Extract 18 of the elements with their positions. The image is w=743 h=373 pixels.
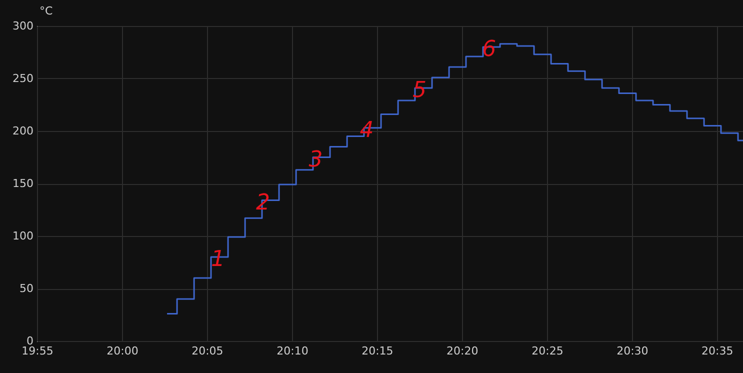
- y-tick-label: 100: [12, 230, 34, 242]
- y-tick-label: 50: [20, 282, 34, 295]
- annotation: 2: [256, 190, 270, 216]
- x-tick-label: 19:55: [22, 344, 54, 358]
- x-tick-label: 20:10: [276, 344, 308, 358]
- x-tick-label: 20:05: [192, 344, 224, 358]
- y-tick-label: 200: [12, 124, 34, 138]
- y-tick-label: 300: [12, 20, 34, 32]
- y-tick-label: 150: [12, 177, 34, 190]
- x-tick-label: 20:20: [446, 344, 478, 358]
- x-tick-label: 20:30: [616, 344, 648, 358]
- x-tick-label: 20:25: [532, 344, 564, 358]
- x-tick-label: 20:15: [362, 344, 394, 358]
- x-tick-label: 20:00: [106, 344, 138, 358]
- y-axis-title: °C: [40, 4, 53, 18]
- y-tick-label: 250: [12, 72, 34, 85]
- x-tick-label: 20:35: [702, 344, 734, 358]
- y-tick-label: 0: [26, 334, 34, 348]
